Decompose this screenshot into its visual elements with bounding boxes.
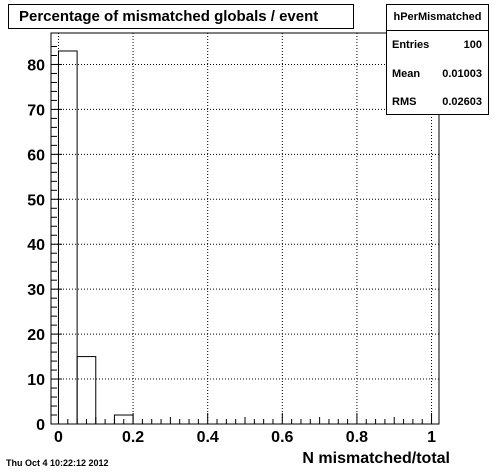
y-tick-label: 30 [27, 282, 45, 299]
grid-lines [51, 33, 439, 424]
x-tick-label: 0.4 [197, 429, 219, 446]
y-tick-label: 40 [27, 237, 45, 254]
timestamp: Thu Oct 4 10:22:12 2012 [6, 458, 109, 468]
stat-mean-row: Mean 0.01003 [392, 67, 482, 81]
axis-ticks [51, 45, 433, 425]
y-tick-label: 0 [36, 417, 45, 434]
x-tick-label: 0 [54, 429, 63, 446]
stat-mean-value: 0.01003 [442, 68, 482, 80]
x-tick-label: 0.2 [122, 429, 144, 446]
stat-entries-row: Entries 100 [392, 38, 482, 52]
y-tick-label: 10 [27, 372, 45, 389]
y-tick-label: 20 [27, 327, 45, 344]
stat-rms-row: RMS 0.02603 [392, 95, 482, 109]
histogram-bar [57, 50, 78, 425]
y-tick-label: 60 [27, 147, 45, 164]
x-tick-label: 0.8 [346, 429, 368, 446]
y-tick-label: 80 [27, 57, 45, 74]
y-tick-label: 70 [27, 102, 45, 119]
y-tick-labels: 0 10 20 30 40 50 60 70 80 [27, 57, 45, 434]
stat-entries-label: Entries [392, 39, 430, 51]
stat-mean-label: Mean [392, 68, 421, 80]
histogram-name: hPerMismatched [387, 5, 488, 31]
histogram-bar [76, 356, 97, 425]
x-tick-label: 1 [427, 429, 436, 446]
y-tick-label: 50 [27, 192, 45, 209]
chart-title: Percentage of mismatched globals / event [8, 4, 354, 29]
stats-box: hPerMismatched Entries 100 Mean 0.01003 … [386, 4, 489, 115]
stat-rms-label: RMS [392, 96, 417, 108]
x-tick-labels: 0 0.2 0.4 0.6 0.8 1 [54, 429, 436, 446]
x-axis-label: N mismatched/total [302, 450, 450, 467]
x-tick-label: 0.6 [271, 429, 293, 446]
histogram-bars [57, 50, 134, 425]
stat-entries-value: 100 [463, 39, 482, 51]
stat-rms-value: 0.02603 [442, 96, 482, 108]
plot-frame [50, 32, 440, 425]
